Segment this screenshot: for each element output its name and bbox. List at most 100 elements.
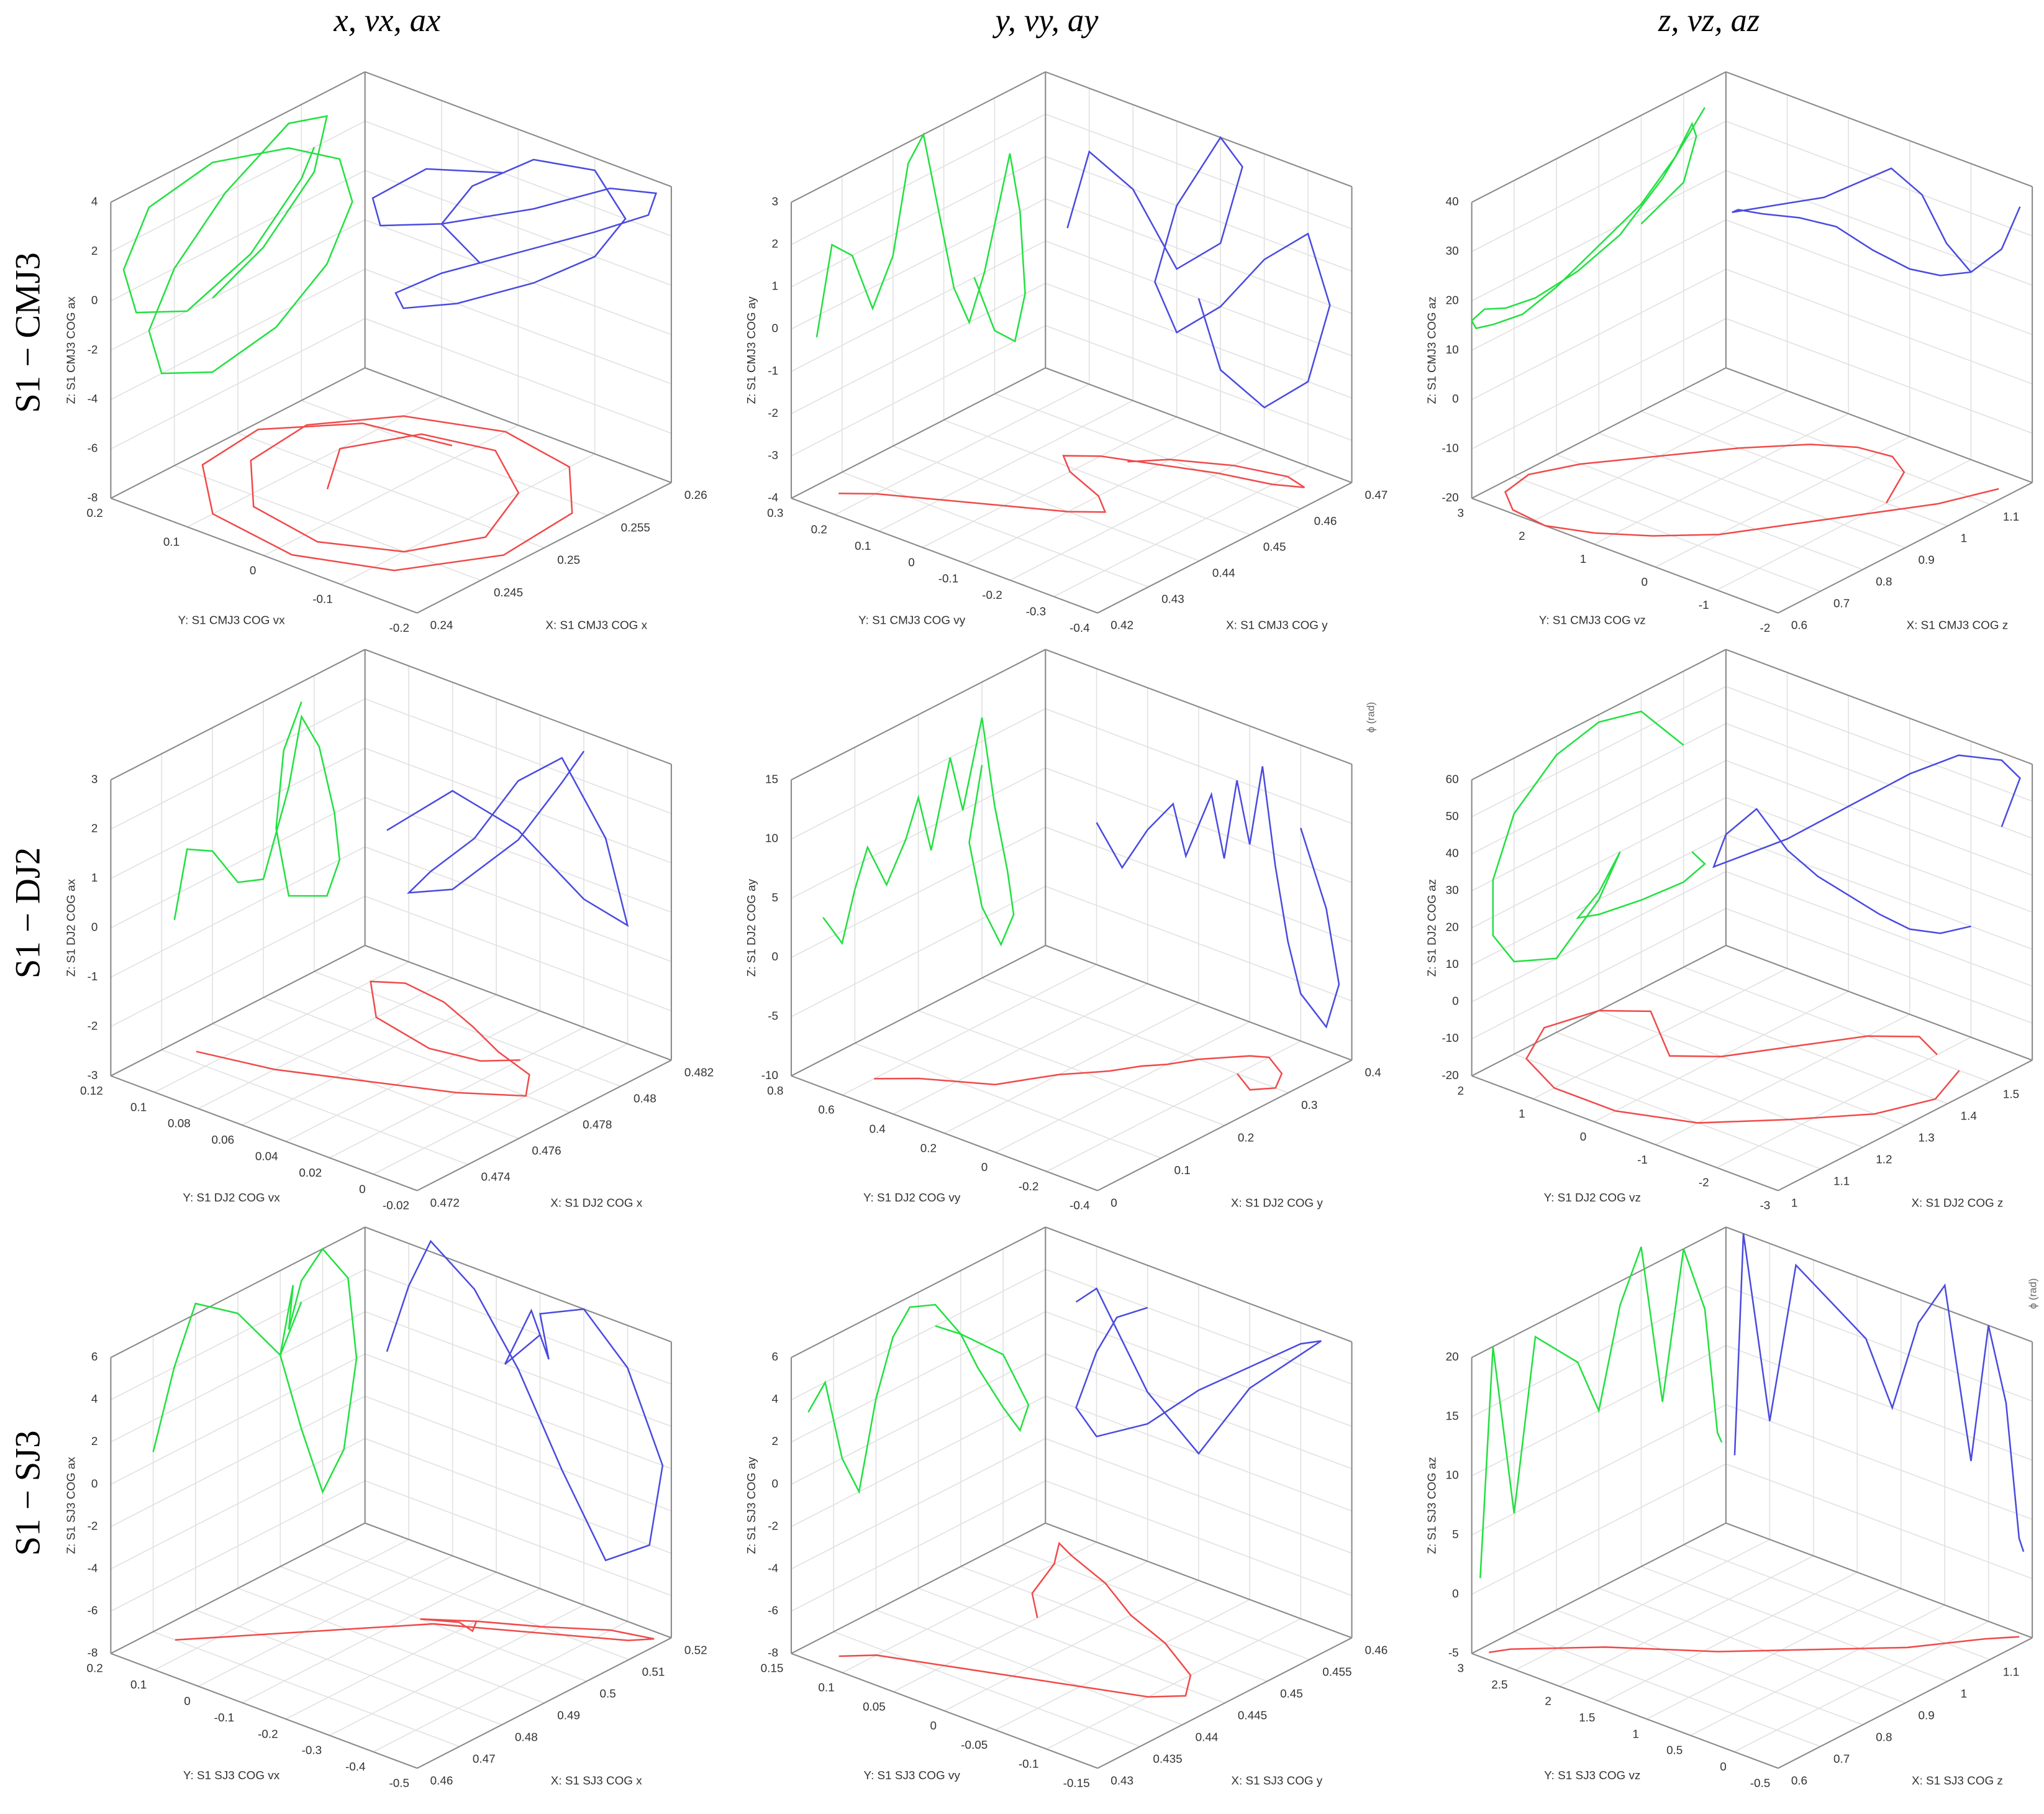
z-tick-label: 0 (772, 950, 779, 964)
axis-edge (110, 649, 366, 781)
y-tick-label: 0.5 (1666, 1744, 1683, 1757)
grid-line (1045, 283, 1352, 399)
grid-line (111, 698, 366, 830)
projection-xz (822, 717, 1015, 947)
grid-line (111, 796, 366, 929)
x-tick-label: 0.46 (1365, 1644, 1388, 1657)
grid-line (365, 219, 672, 335)
y-tick-label: 0 (908, 556, 915, 569)
grid-line (111, 1480, 366, 1612)
grid-line (1725, 317, 2033, 434)
x-axis-label: X: S1 CMJ3 COG y (1226, 619, 1328, 632)
grid-line (242, 1572, 497, 1703)
z-tick-label: -20 (1442, 491, 1458, 504)
axis-edge (791, 944, 1046, 1077)
x-axis-label: X: S1 CMJ3 COG x (545, 619, 647, 632)
z-tick-label: 10 (1446, 958, 1459, 971)
y-tick-label: -1 (1699, 599, 1709, 612)
y-tick-label: 0 (930, 1720, 937, 1733)
axis-edge (1097, 481, 1352, 614)
axis-edge (417, 481, 672, 614)
y-tick-label: 3 (1458, 507, 1464, 520)
grid-line (365, 1269, 672, 1385)
x-tick-label: 0.6 (1791, 1774, 1807, 1787)
y-tick-label: -0.2 (389, 622, 410, 635)
x-tick-label: 1.2 (1876, 1154, 1892, 1167)
z-tick-label: 20 (1446, 921, 1459, 934)
z-tick-label: 2 (772, 1435, 779, 1448)
z-tick-label: -3 (88, 1069, 98, 1082)
z-tick-label: -10 (761, 1069, 778, 1082)
axis-edge (791, 1522, 1046, 1654)
grid-line (111, 747, 366, 879)
axis-edge (1725, 367, 2033, 483)
z-tick-label: 2 (772, 238, 779, 251)
grid-line (1725, 686, 2033, 802)
z-tick-label: 15 (765, 773, 778, 786)
x-tick-label: 0.245 (494, 586, 523, 599)
y-tick-label: 0 (250, 565, 257, 578)
grid-line (893, 983, 1148, 1115)
grid-line (1716, 459, 1971, 591)
grid-line (1716, 1036, 1971, 1169)
grid-line (111, 317, 366, 450)
grid-line (944, 1002, 1199, 1134)
grid-line (198, 1555, 453, 1687)
z-tick-label: 15 (1446, 1410, 1459, 1423)
projection-xz (122, 115, 353, 375)
axis-edge (1045, 944, 1352, 1061)
y-axis-label: Y: S1 DJ2 COG vz (1544, 1192, 1641, 1205)
axis-edge (1471, 71, 1727, 203)
z-tick-label: 30 (1446, 884, 1459, 897)
row-title: S1 − SJ3 (9, 1430, 47, 1556)
row-title: S1 − DJ2 (9, 847, 47, 978)
grid-line (111, 1438, 366, 1570)
projection-yz (386, 750, 629, 928)
grid-line (791, 325, 1046, 457)
y-tick-label: 1.5 (1579, 1711, 1595, 1725)
x-tick-label: 0.49 (557, 1709, 580, 1722)
annotation: ϕ (rad) (2027, 1278, 2039, 1310)
axis-edge (1045, 649, 1352, 765)
x-tick-label: 0.45 (1263, 541, 1286, 554)
grid-line (1514, 476, 1821, 592)
x-tick-label: 0.7 (1833, 598, 1850, 611)
x-tick-label: 0.43 (1161, 593, 1184, 606)
axis-edge (365, 649, 672, 765)
grid-line (791, 885, 1046, 1018)
z-tick-label: -2 (88, 1019, 98, 1032)
z-tick-label: -6 (768, 1605, 778, 1618)
z-tick-label: 10 (765, 832, 778, 845)
y-tick-label: 0.2 (811, 524, 827, 537)
y-tick-label: -0.5 (389, 1777, 410, 1790)
grid-line (1725, 1463, 2033, 1579)
projection-xy (201, 415, 573, 572)
x-tick-label: 1 (1791, 1196, 1797, 1210)
grid-line (1045, 325, 1352, 441)
axis-edge (110, 367, 366, 499)
grid-line (1471, 1463, 1727, 1595)
x-tick-label: 1.5 (2003, 1088, 2019, 1101)
y-tick-label: 0.15 (761, 1662, 784, 1675)
axis-edge (791, 71, 1046, 203)
grid-line (995, 1021, 1250, 1153)
x-tick-label: 0.5 (599, 1687, 615, 1700)
grid-line (365, 1395, 672, 1512)
grid-line (154, 1539, 409, 1670)
y-tick-label: 0.12 (80, 1085, 103, 1098)
grid-line (1471, 686, 1727, 818)
x-tick-label: 1 (1961, 1687, 1967, 1700)
grid-line (1471, 317, 1727, 450)
grid-line (1602, 1572, 1858, 1703)
grid-line (365, 1480, 672, 1597)
axis-edge (110, 71, 366, 203)
x-tick-label: 0.47 (1365, 489, 1388, 502)
grid-line (791, 114, 1046, 245)
z-tick-label: 2 (91, 823, 98, 836)
z-tick-label: 3 (91, 773, 98, 786)
axis-edge (365, 944, 672, 1061)
grid-line (1471, 796, 1727, 929)
axis-edge (1778, 1059, 2033, 1192)
grid-line (1471, 722, 1727, 855)
projection-yz (1733, 1233, 2025, 1552)
